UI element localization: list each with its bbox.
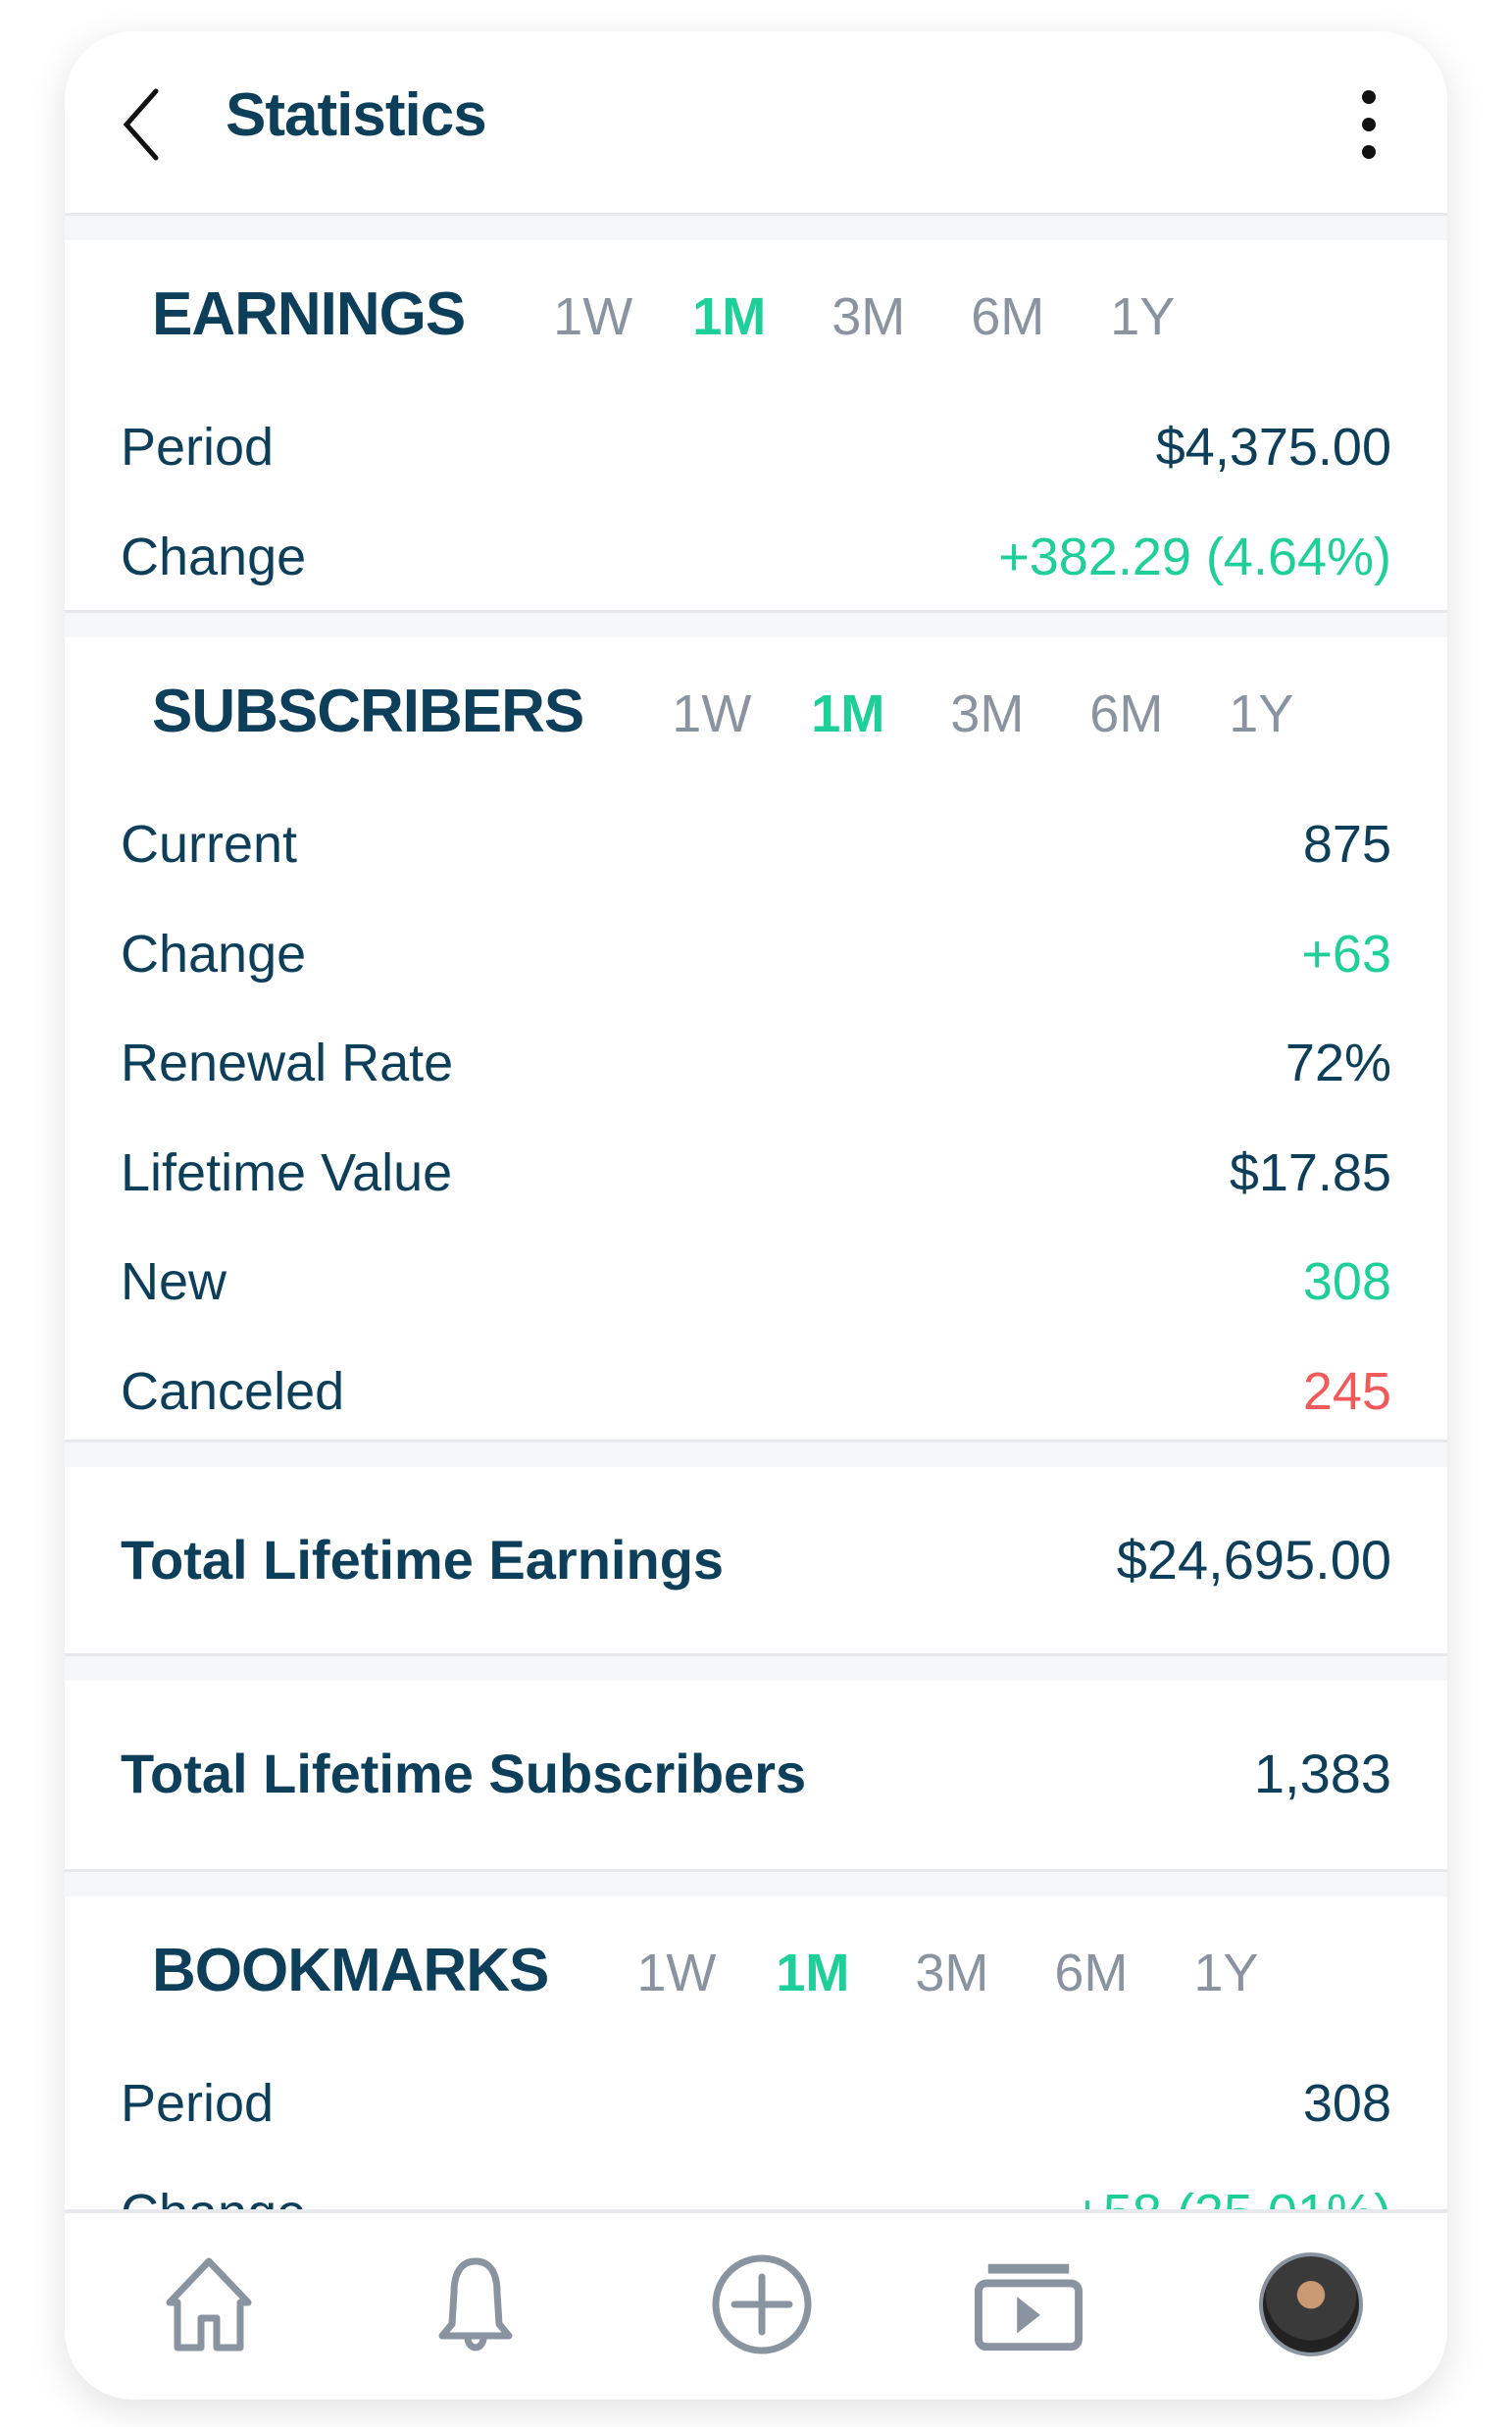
tab-1y[interactable]: 1Y [1193,1944,1259,2002]
section-title: EARNINGS [152,280,466,348]
stat-label: Change [121,925,307,984]
home-icon [166,2257,252,2351]
stat-label: Current [121,815,298,874]
subscribers-section: SUBSCRIBERS 1W 1M 3M 6M 1Y Current 875 Ch… [65,637,1447,1440]
nav-create[interactable] [708,2250,816,2358]
tab-6m[interactable]: 6M [1054,1944,1129,2002]
stat-row: Period $4,375.00 [121,417,1391,478]
stat-row: Change +63 [121,924,1391,985]
tab-1m[interactable]: 1M [811,684,885,743]
tab-1w[interactable]: 1W [636,1944,717,2002]
stat-row: New 308 [121,1251,1391,1312]
stat-label: Renewal Rate [121,1034,454,1092]
tab-6m[interactable]: 6M [1089,684,1164,743]
profile-avatar [1259,2252,1363,2356]
tab-3m[interactable]: 3M [832,287,906,346]
stat-row: Renewal Rate 72% [121,1033,1391,1093]
period-tabs: 1W 1M 3M 6M 1Y [636,1943,1333,2003]
total-earnings-label: Total Lifetime Earnings [121,1529,725,1591]
stat-label: Change [121,528,307,586]
section-title: SUBSCRIBERS [152,678,584,745]
divider [65,1440,1447,1467]
stat-label: Period [121,418,275,477]
nav-notifications[interactable] [422,2250,529,2358]
divider [65,1869,1447,1896]
stat-value: 72% [1285,1034,1391,1092]
tab-1y[interactable]: 1Y [1229,684,1294,743]
stat-value: +63 [1301,925,1391,984]
statistics-screen: Statistics EARNINGS 1W 1M 3M 6M 1Y Perio… [65,31,1447,2400]
total-subscribers-label: Total Lifetime Subscribers [121,1743,807,1804]
stat-row: Current 875 [121,814,1391,875]
nav-home[interactable] [155,2250,263,2358]
header: Statistics [65,31,1447,213]
tab-6m[interactable]: 6M [971,287,1045,346]
page-title: Statistics [226,81,487,149]
section-title: BOOKMARKS [152,1937,549,2004]
stat-value: 308 [1302,1252,1391,1311]
more-options-icon[interactable] [1359,85,1379,164]
stat-value: $17.85 [1229,1143,1391,1202]
total-earnings-section: Total Lifetime Earnings $24,695.00 [65,1467,1447,1653]
stat-value: +382.29 (4.64%) [998,528,1391,586]
earnings-section: EARNINGS 1W 1M 3M 6M 1Y Period $4,375.00 … [65,240,1447,610]
total-earnings-value: $24,695.00 [1116,1529,1391,1591]
stat-label: New [121,1252,227,1311]
period-tabs: 1W 1M 3M 6M 1Y [553,286,1249,347]
bottom-nav [65,2209,1447,2400]
back-icon[interactable] [119,85,168,164]
stat-label: Canceled [121,1362,345,1421]
period-tabs: 1W 1M 3M 6M 1Y [672,683,1368,744]
tab-1w[interactable]: 1W [672,684,752,743]
nav-profile[interactable] [1257,2250,1365,2358]
stat-label: Lifetime Value [121,1143,453,1202]
divider [65,213,1447,240]
tab-3m[interactable]: 3M [915,1944,989,2002]
tab-1w[interactable]: 1W [553,287,633,346]
divider [65,610,1447,637]
tab-1y[interactable]: 1Y [1110,287,1176,346]
tab-3m[interactable]: 3M [950,684,1025,743]
stat-label: Period [121,2074,275,2133]
divider [65,1653,1447,1681]
video-collection-icon [975,2263,1083,2351]
stat-value: 245 [1302,1362,1391,1421]
tab-1m[interactable]: 1M [692,287,767,346]
bell-icon [438,2257,513,2351]
tab-1m[interactable]: 1M [776,1944,850,2002]
stat-value: 875 [1302,815,1391,874]
stat-value: $4,375.00 [1155,418,1391,477]
plus-circle-icon [712,2254,812,2354]
total-subscribers-value: 1,383 [1253,1743,1391,1804]
stat-value: 308 [1302,2074,1391,2133]
stat-row: Canceled 245 [121,1361,1391,1422]
stat-row: Change +382.29 (4.64%) [121,527,1391,587]
nav-videos[interactable] [975,2250,1083,2358]
total-subscribers-section: Total Lifetime Subscribers 1,383 [65,1681,1447,1869]
stat-row: Period 308 [121,2073,1391,2134]
stat-row: Lifetime Value $17.85 [121,1142,1391,1203]
